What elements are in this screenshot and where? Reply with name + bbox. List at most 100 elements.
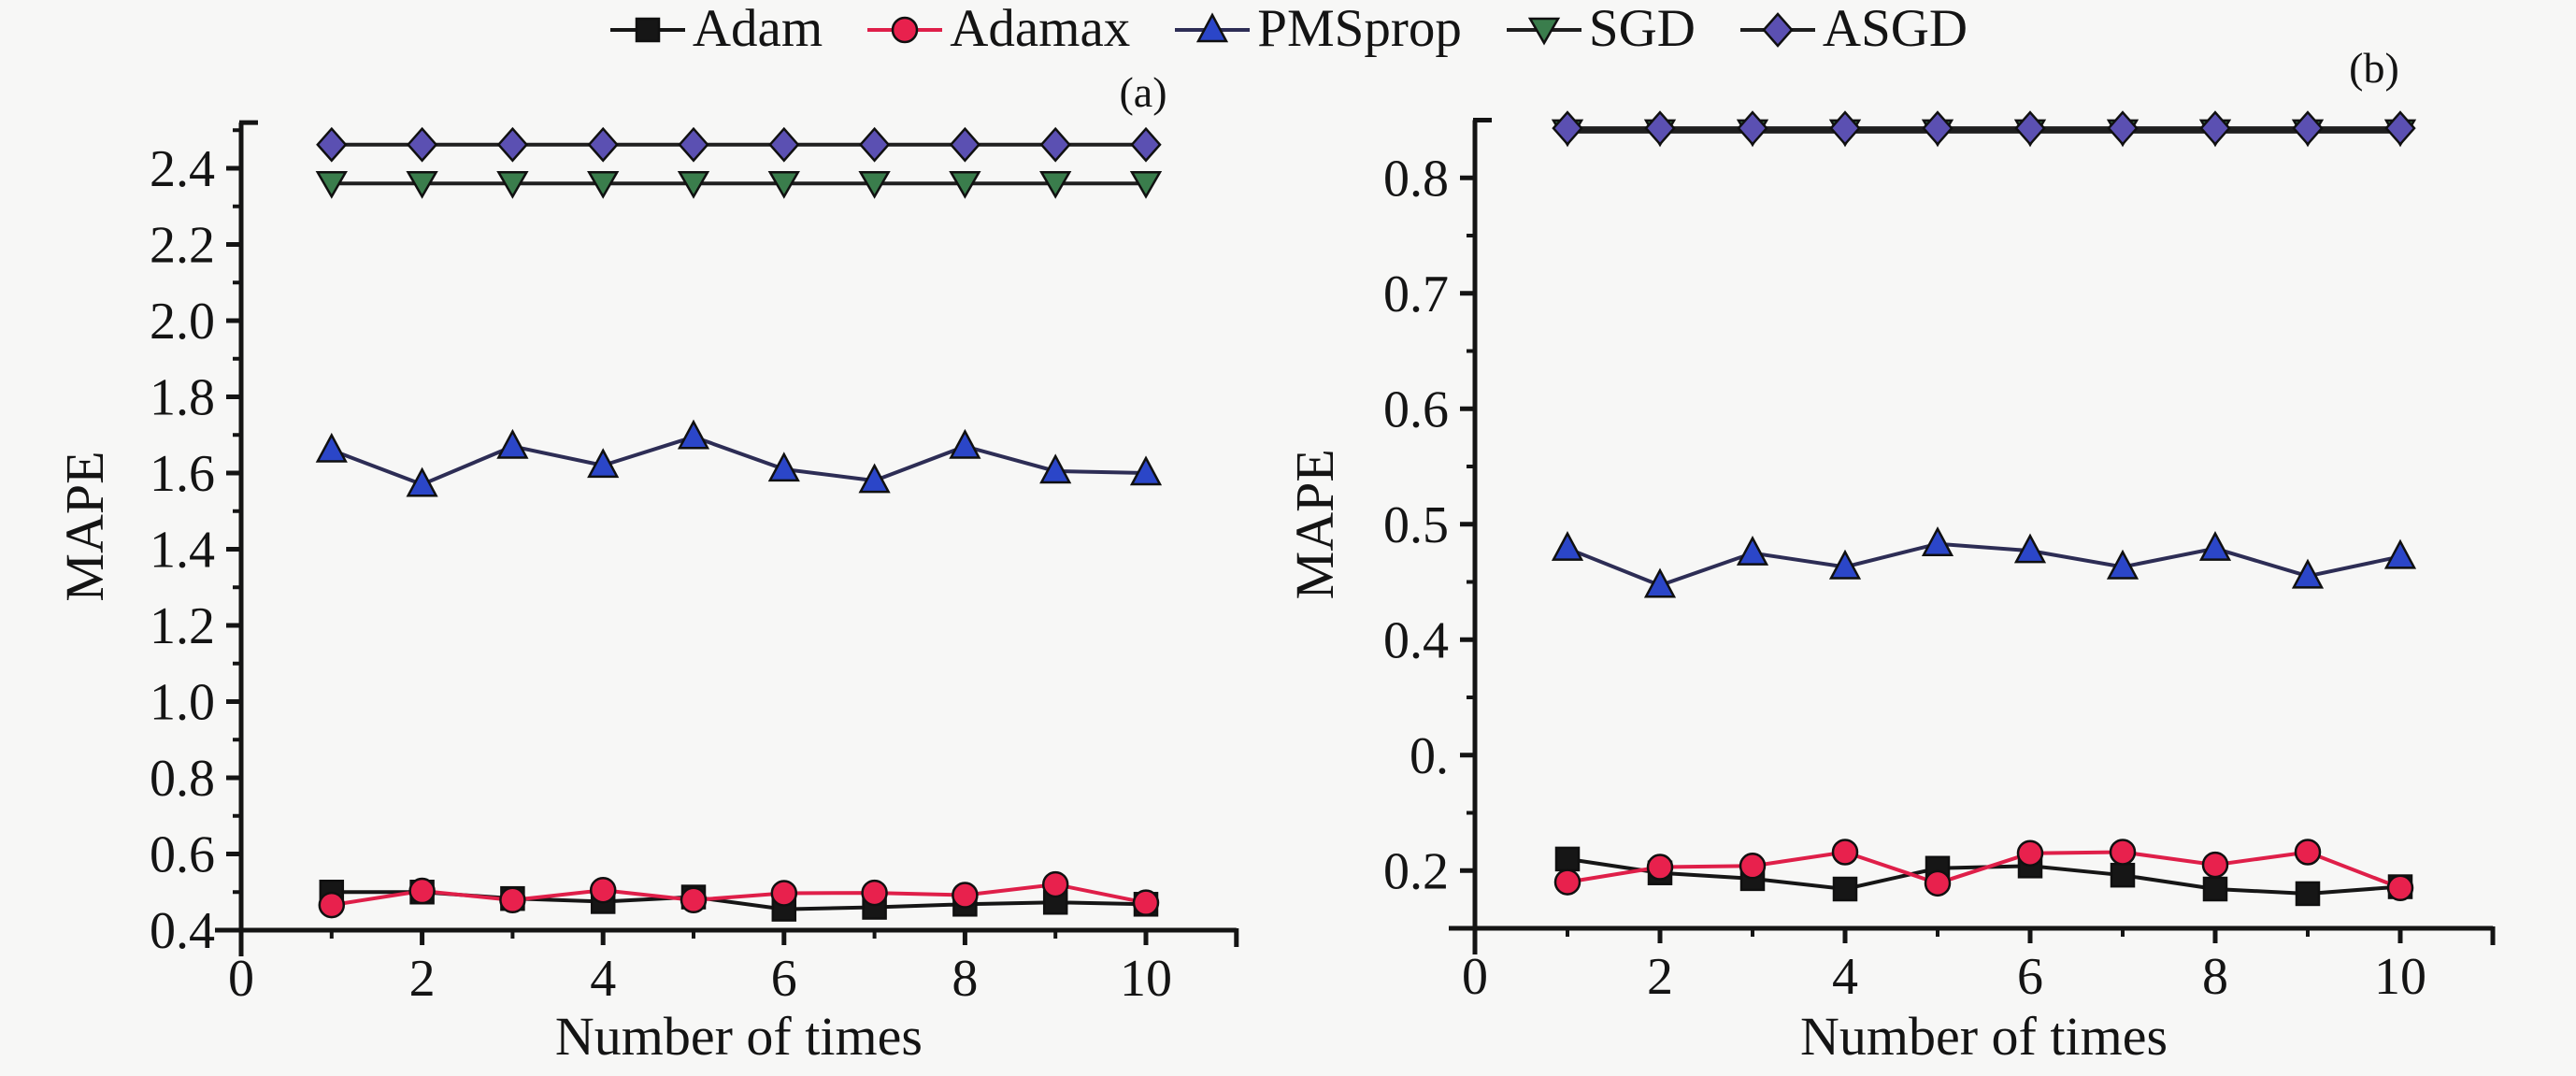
legend-label: Adamax [950, 0, 1131, 58]
legend-item-adamax: Adamax [866, 2, 1130, 55]
x-tick-label: 2 [1647, 948, 1673, 1006]
legend-item-pmsprop: PMSprop [1173, 2, 1462, 55]
series-pmsprop [1551, 526, 2417, 598]
series-pmsprop-marker [1736, 535, 1769, 566]
series-asgd-marker [2384, 110, 2416, 147]
series-asgd-marker [1644, 110, 1676, 147]
y-tick-label: 1.2 [150, 597, 215, 655]
x-tick-label: 0 [228, 950, 254, 1008]
series-sgd-marker [315, 171, 348, 199]
series-asgd-marker [768, 126, 800, 163]
series-pmsprop-marker [406, 466, 438, 497]
y-tick-label: 2.2 [150, 217, 215, 275]
series-pmsprop-marker [2106, 549, 2140, 580]
series-pmsprop-marker [949, 428, 981, 459]
y-tick-label: 0.6 [150, 826, 215, 884]
x-tick-label: 10 [1120, 950, 1172, 1008]
circle-legend-icon [867, 16, 943, 43]
y-tick-label: 1.8 [150, 369, 215, 427]
y-tick-label: 1.0 [150, 674, 215, 732]
series-pmsprop [315, 419, 1163, 497]
legend: Adam Adamax PMSprop SGD ASGD [0, 2, 2576, 55]
series-pmsprop-marker [858, 463, 891, 494]
series-asgd-marker [2292, 110, 2324, 147]
y-tick-label: 0.4 [1383, 611, 1449, 669]
panel-label: (b) [2349, 44, 2399, 92]
triangle-down-legend-icon [1506, 17, 1581, 46]
series-asgd-marker [858, 126, 891, 163]
series-adamax-marker [2294, 839, 2322, 866]
series-adam-marker [2110, 862, 2136, 888]
y-tick-label: 0.8 [1383, 150, 1449, 208]
y-tick-label: 1.6 [150, 445, 215, 503]
series-adamax [1553, 839, 2414, 902]
series-pmsprop-marker [1129, 455, 1163, 486]
series-sgd-marker [406, 171, 438, 199]
series-sgd-marker [858, 171, 891, 199]
series-sgd-marker [1129, 171, 1163, 199]
series-pmsprop-marker [1643, 567, 1677, 598]
series-adamax-marker [861, 879, 888, 907]
series-adamax-marker [1831, 839, 1859, 866]
y-tick-label: 0.4 [150, 902, 215, 960]
series-adamax-marker [2386, 874, 2414, 902]
x-tick-label: 8 [952, 950, 978, 1008]
series-adamax [318, 870, 1160, 919]
x-tick-label: 6 [771, 950, 797, 1008]
series-pmsprop-marker [2291, 558, 2325, 589]
series-asgd-marker [2107, 110, 2139, 147]
series-sgd-marker [767, 171, 800, 199]
series-sgd-marker [677, 171, 710, 199]
series-asgd-marker [2014, 110, 2046, 147]
legend-marker-sample [1527, 17, 1561, 46]
y-tick-label: 0.2 [1383, 842, 1449, 900]
series-asgd-marker [1039, 126, 1071, 163]
y-tick-label: 0.6 [1383, 380, 1449, 438]
legend-marker-sample [1762, 11, 1794, 48]
series-asgd-marker [496, 126, 529, 163]
series-adamax-marker [952, 882, 979, 909]
series-adamax-marker [318, 891, 346, 919]
series-pmsprop-marker [2013, 533, 2047, 564]
series-asgd [1552, 110, 2416, 147]
series-asgd-marker [406, 126, 438, 163]
series-pmsprop-marker [2198, 531, 2232, 561]
x-axis-title: Number of times [555, 1006, 923, 1067]
series-pmsprop-marker [1039, 453, 1072, 484]
diamond-legend-icon [1739, 11, 1815, 48]
legend-label: SGD [1588, 0, 1696, 58]
series-asgd-marker [1829, 110, 1861, 147]
series-pmsprop-marker [767, 452, 800, 482]
x-tick-label: 10 [2374, 948, 2426, 1006]
series-adamax-marker [1553, 868, 1581, 896]
series-adam-marker [1554, 846, 1581, 872]
x-axis-title: Number of times [1800, 1006, 2168, 1067]
series-adamax-marker [589, 876, 617, 904]
chart-panel-b: 0.2 0. 0.4 0.5 0.6 0.7 0.8 0 2 4 6 8 10 MAPE Number of… [1288, 44, 2496, 1067]
series-pmsprop-marker [677, 419, 710, 450]
series-adamax-line [1567, 850, 2401, 890]
series-sgd-marker [949, 171, 981, 199]
triangle-up-legend-icon [1175, 11, 1251, 42]
y-tick-label: 0.8 [150, 750, 215, 808]
series-pmsprop-marker [1551, 531, 1584, 561]
series-adam-line [1567, 856, 2401, 896]
series-adamax-marker [1646, 854, 1674, 881]
series-adamax-marker [2201, 851, 2229, 879]
series-sgd-marker [1039, 171, 1072, 199]
series-adam-marker [1832, 876, 1858, 902]
series-pmsprop-marker [496, 428, 529, 459]
series-adamax-marker [1132, 889, 1160, 916]
square-legend-icon [609, 17, 685, 42]
series-asgd-marker [2199, 110, 2231, 147]
series-adamax-marker [2016, 839, 2044, 867]
series-pmsprop-marker [587, 448, 620, 479]
series-adamax-marker [770, 880, 798, 907]
panel-label: (a) [1119, 68, 1166, 116]
series-asgd-marker [1737, 110, 1768, 147]
y-tick-label: 0.7 [1383, 265, 1449, 323]
legend-item-sgd: SGD [1505, 2, 1696, 55]
x-tick-label: 2 [409, 950, 436, 1008]
series-asgd-marker [1552, 110, 1583, 147]
